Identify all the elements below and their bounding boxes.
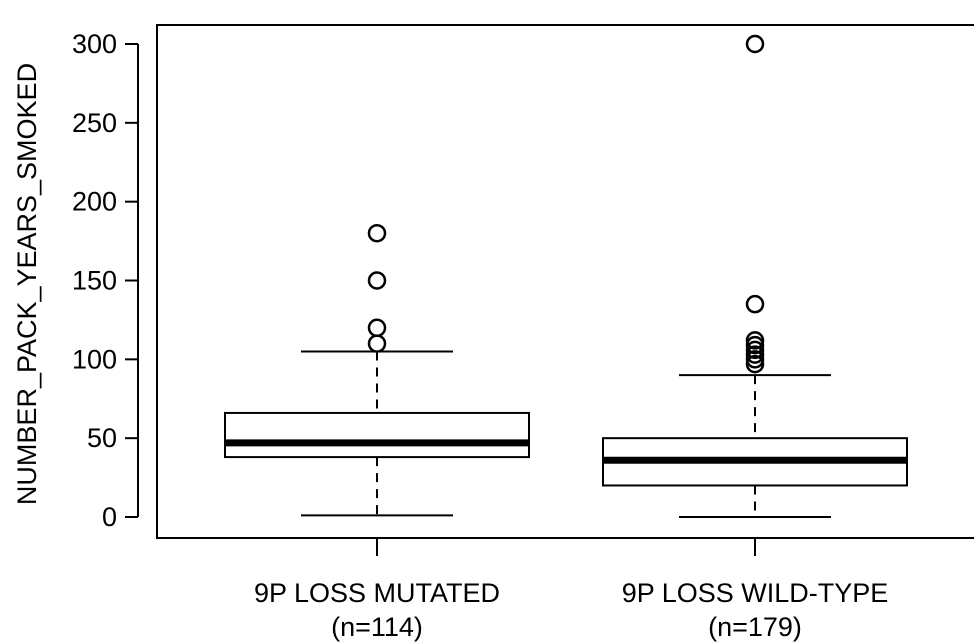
x-tick-count-label: (n=179): [708, 612, 802, 642]
outlier-point: [745, 34, 765, 54]
x-tick-label: 9P LOSS WILD-TYPE: [622, 578, 889, 608]
outlier-point: [745, 294, 765, 314]
x-axis: 9P LOSS MUTATED (n=114) 9P LOSS WILD-TYPE (…: [254, 538, 888, 642]
y-tick-label: 200: [72, 187, 117, 217]
outlier-point: [745, 340, 765, 360]
y-tick-label: 100: [72, 344, 117, 374]
outlier-point: [367, 318, 387, 338]
outlier-point: [745, 335, 765, 355]
iqr-box: [224, 411, 530, 459]
outlier-point: [745, 345, 765, 364]
outlier-point: [367, 223, 387, 243]
y-axis-label: NUMBER_PACK_YEARS_SMOKED: [12, 63, 42, 505]
y-tick-label: 50: [87, 423, 117, 453]
y-axis: 0 50 100 150 200 250 300: [72, 29, 139, 532]
outlier-point: [745, 354, 765, 374]
x-tick-count-label: (n=114): [331, 612, 423, 642]
y-tick-label: 0: [102, 502, 117, 532]
box-group: [602, 34, 908, 518]
y-tick-label: 150: [72, 266, 117, 296]
box-group: [224, 223, 530, 517]
outlier-point: [367, 271, 387, 290]
boxes: [224, 34, 908, 518]
x-tick-label: 9P LOSS MUTATED: [254, 578, 500, 608]
y-tick-label: 300: [72, 29, 117, 59]
plot-frame: [156, 24, 974, 539]
y-tick-label: 250: [72, 108, 117, 138]
outlier-point: [745, 350, 765, 369]
outlier-point: [745, 331, 765, 350]
outlier-point: [367, 334, 387, 353]
